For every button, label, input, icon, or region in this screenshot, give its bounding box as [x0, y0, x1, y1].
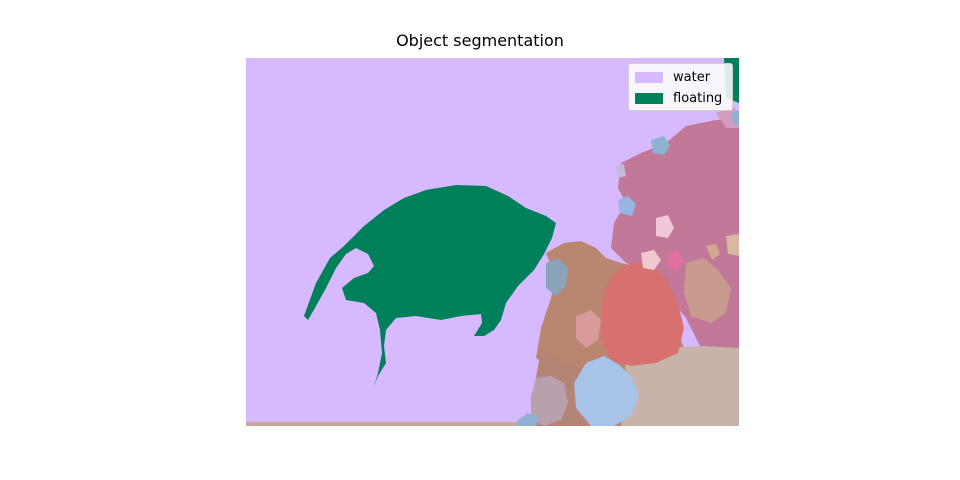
figure-title: Object segmentation: [396, 31, 564, 50]
rock-grey-region: [531, 376, 568, 426]
rock-red-region: [601, 263, 684, 366]
rock-blue-region: [574, 356, 639, 426]
rock-pink-small: [641, 250, 661, 270]
legend-swatch-water: [635, 72, 663, 83]
segmentation-mask: [246, 58, 739, 426]
rock-blue-small: [516, 413, 539, 426]
legend-swatch-floating: [635, 93, 663, 104]
rock-beige-region: [621, 346, 739, 426]
rock-tan-small: [684, 258, 731, 323]
legend-label-floating: floating: [673, 91, 723, 106]
legend-item-water: water: [635, 70, 710, 85]
rock-blue-small: [618, 196, 636, 216]
rock-tan-small: [726, 234, 739, 256]
rock-pink-patch: [576, 310, 601, 348]
rock-slate-region: [546, 258, 568, 296]
rock-pink-small: [656, 215, 674, 238]
rock-magenta-small: [668, 250, 684, 271]
rock-lavender-small: [616, 164, 626, 178]
rock-blue-corner: [731, 110, 739, 126]
rock-tan-small: [706, 244, 720, 260]
floating-region: [304, 185, 556, 386]
rock-blue-small: [651, 136, 670, 155]
legend: water floating: [628, 63, 733, 111]
legend-item-floating: floating: [635, 91, 722, 106]
legend-label-water: water: [673, 70, 711, 85]
seafloor-strip: [246, 422, 739, 426]
